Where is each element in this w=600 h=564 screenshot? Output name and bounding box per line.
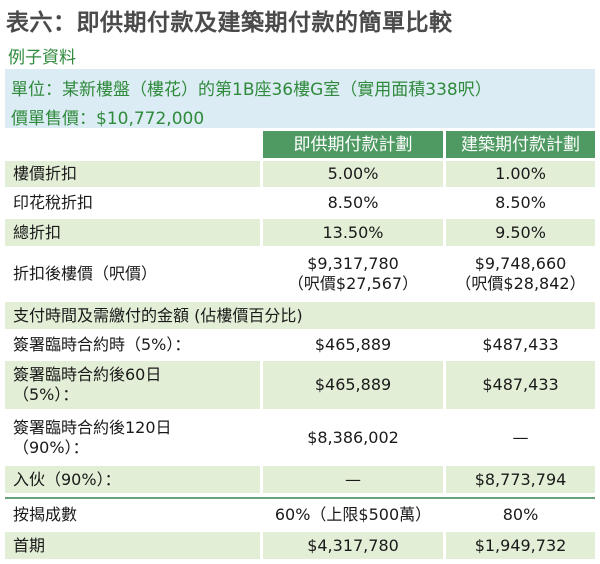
section-subtitle: 例子資料 bbox=[8, 48, 76, 68]
construction-value: $1,949,732 bbox=[446, 532, 595, 559]
construction-value: 1.00% bbox=[446, 161, 595, 187]
construction-value: 9.50% bbox=[446, 219, 595, 246]
immediate-value: 8.50% bbox=[263, 190, 443, 216]
row-label: 首期 bbox=[5, 532, 260, 559]
row-label: 總折扣 bbox=[5, 219, 260, 246]
row-label: 樓價折扣 bbox=[5, 161, 260, 187]
table-row: 按揭成數 60%（上限$500萬） 80% bbox=[5, 501, 595, 529]
section-header-row: 支付時間及需繳付的金額 (佔樓價百分比) bbox=[5, 302, 595, 329]
divider bbox=[5, 497, 595, 499]
construction-value: 80% bbox=[446, 501, 595, 529]
table-row: 簽署臨時合約時（5%）： $465,889 $487,433 bbox=[5, 332, 595, 358]
table-row: 簽署臨時合約後120日 （90%）： $8,386,002 — bbox=[5, 412, 595, 463]
section-label: 支付時間及需繳付的金額 (佔樓價百分比) bbox=[5, 302, 595, 329]
table-row: 樓價折扣 5.00% 1.00% bbox=[5, 161, 595, 187]
construction-value: — bbox=[446, 412, 595, 463]
row-label: 印花稅折扣 bbox=[5, 190, 260, 216]
unit-description: 單位：某新樓盤（樓花）的第1B座36樓G室（實用面積338呎） bbox=[11, 80, 492, 100]
header-construction-plan: 建築期付款計劃 bbox=[446, 131, 595, 158]
table-row: 總折扣 13.50% 9.50% bbox=[5, 219, 595, 246]
row-label: 簽署臨時合約時（5%）： bbox=[5, 332, 260, 358]
table-row: 入伙（90%）： — $8,773,794 bbox=[5, 466, 595, 493]
immediate-value: $8,386,002 bbox=[263, 412, 443, 463]
row-label: 按揭成數 bbox=[5, 501, 260, 529]
immediate-value: $465,889 bbox=[263, 332, 443, 358]
construction-value: 8.50% bbox=[446, 190, 595, 216]
table-row: 簽署臨時合約後60日 （5%）： $465,889 $487,433 bbox=[5, 361, 595, 409]
header-immediate-plan: 即供期付款計劃 bbox=[263, 131, 443, 158]
immediate-value: 13.50% bbox=[263, 219, 443, 246]
immediate-value: $9,317,780 （呎價$27,567） bbox=[263, 249, 443, 299]
construction-value: $487,433 bbox=[446, 361, 595, 409]
row-label: 入伙（90%）： bbox=[5, 466, 260, 493]
immediate-value: 5.00% bbox=[263, 161, 443, 187]
immediate-value: $465,889 bbox=[263, 361, 443, 409]
construction-value: $8,773,794 bbox=[446, 466, 595, 493]
table-row: 折扣後樓價（呎價） $9,317,780 （呎價$27,567） $9,748,6… bbox=[5, 249, 595, 299]
page-title: 表六：即供期付款及建築期付款的簡單比較 bbox=[6, 10, 453, 36]
immediate-value: $4,317,780 bbox=[263, 532, 443, 559]
row-label: 簽署臨時合約後60日 （5%）： bbox=[5, 361, 260, 409]
row-label: 簽署臨時合約後120日 （90%）： bbox=[5, 412, 260, 463]
immediate-value: 60%（上限$500萬） bbox=[263, 501, 443, 529]
table-row: 印花稅折扣 8.50% 8.50% bbox=[5, 190, 595, 216]
construction-value: $487,433 bbox=[446, 332, 595, 358]
list-price: 價單售價：$10,772,000 bbox=[11, 109, 205, 129]
table-row: 首期 $4,317,780 $1,949,732 bbox=[5, 532, 595, 559]
unit-info-box: 單位：某新樓盤（樓花）的第1B座36樓G室（實用面積338呎） 價單售價：$10… bbox=[5, 69, 595, 129]
immediate-value: — bbox=[263, 466, 443, 493]
header-blank bbox=[5, 131, 260, 158]
table-header-row: 即供期付款計劃 建築期付款計劃 bbox=[5, 131, 595, 158]
row-label: 折扣後樓價（呎價） bbox=[5, 249, 260, 299]
construction-value: $9,748,660 （呎價$28,842） bbox=[446, 249, 595, 299]
